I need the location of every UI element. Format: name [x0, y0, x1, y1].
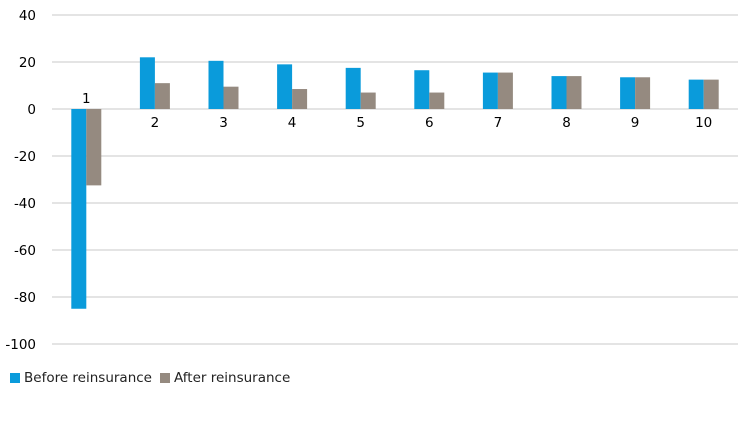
bar-before-reinsurance	[345, 67, 361, 109]
x-tick-label: 5	[356, 115, 365, 131]
bar-after-reinsurance	[703, 79, 719, 109]
bar-after-reinsurance	[429, 92, 445, 109]
bar-after-reinsurance	[292, 89, 308, 109]
y-tick-label: 20	[19, 55, 36, 71]
bar-before-reinsurance	[414, 70, 430, 109]
x-tick-label: 4	[288, 115, 297, 131]
x-tick-label: 3	[219, 115, 228, 131]
bar-before-reinsurance	[208, 60, 224, 109]
x-tick-label: 9	[631, 115, 640, 131]
bar-before-reinsurance	[139, 57, 155, 109]
y-tick-label: -40	[14, 196, 36, 212]
x-tick-label: 8	[562, 115, 571, 131]
bar-after-reinsurance	[497, 72, 513, 109]
legend-swatch-before	[10, 373, 20, 383]
bar-before-reinsurance	[482, 72, 498, 109]
x-tick-label: 1	[82, 91, 91, 107]
bar-before-reinsurance	[71, 109, 87, 309]
bar-after-reinsurance	[360, 92, 376, 109]
y-tick-label: 0	[27, 102, 36, 118]
bar-before-reinsurance	[620, 77, 636, 109]
bar-before-reinsurance	[551, 76, 567, 109]
legend-label-after: After reinsurance	[174, 370, 291, 386]
x-tick-label: 6	[425, 115, 434, 131]
y-tick-label: -60	[14, 243, 36, 259]
legend-item-after: After reinsurance	[160, 370, 290, 386]
legend-item-before: Before reinsurance	[10, 370, 152, 386]
bar-after-reinsurance	[223, 86, 239, 109]
y-tick-label: -80	[14, 290, 36, 306]
bar-after-reinsurance	[86, 109, 102, 186]
x-tick-label: 7	[494, 115, 503, 131]
y-tick-label: -100	[5, 337, 36, 353]
bars	[71, 57, 719, 309]
x-axis-ticks: 1 2 3 4 5 6 7 8 9 10	[82, 91, 712, 131]
bar-after-reinsurance	[154, 83, 170, 109]
y-axis-ticks: 40 20 0 -20 -40 -60 -80 -100	[5, 8, 36, 353]
x-tick-label: 2	[151, 115, 160, 131]
bar-before-reinsurance	[277, 64, 293, 109]
bar-after-reinsurance	[566, 76, 582, 109]
legend: Before reinsurance After reinsurance	[10, 370, 298, 386]
y-tick-label: -20	[14, 149, 36, 165]
legend-label-before: Before reinsurance	[24, 370, 152, 386]
y-tick-label: 40	[19, 8, 36, 24]
bar-after-reinsurance	[635, 77, 651, 109]
legend-swatch-after	[160, 373, 170, 383]
x-tick-label: 10	[695, 115, 712, 131]
bar-before-reinsurance	[688, 79, 704, 109]
